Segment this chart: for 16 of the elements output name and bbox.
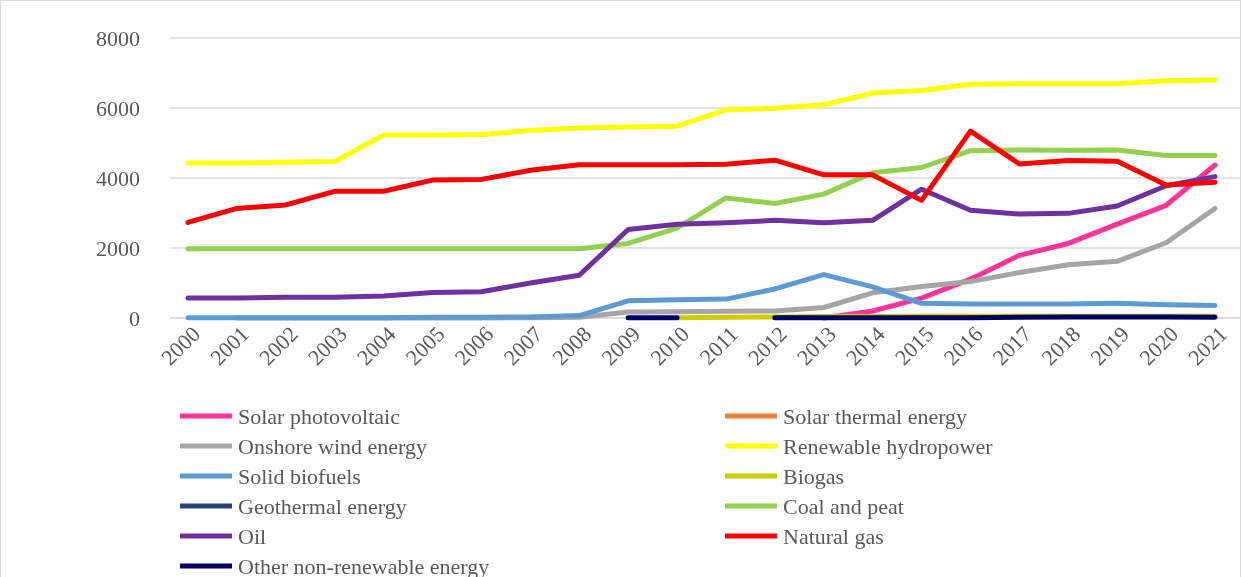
x-tick-label: 2011 — [694, 321, 743, 370]
y-tick-label: 6000 — [96, 95, 140, 121]
legend-label: Renewable hydropower — [783, 433, 994, 459]
y-tick-label: 8000 — [96, 25, 140, 51]
y-tick-label: 0 — [129, 305, 140, 331]
legend-label: Coal and peat — [783, 493, 904, 519]
y-tick-label: 4000 — [96, 165, 140, 191]
legend-label: Oil — [238, 523, 267, 549]
legend-label: Geothermal energy — [238, 493, 407, 519]
legend-label: Solar photovoltaic — [238, 403, 401, 429]
legend-label: Solar thermal energy — [783, 403, 968, 429]
legend-label: Onshore wind energy — [238, 433, 427, 459]
legend-label: Biogas — [783, 463, 845, 489]
legend-label: Solid biofuels — [238, 463, 361, 489]
y-tick-label: 2000 — [96, 235, 140, 261]
legend-label: Natural gas — [783, 523, 884, 549]
